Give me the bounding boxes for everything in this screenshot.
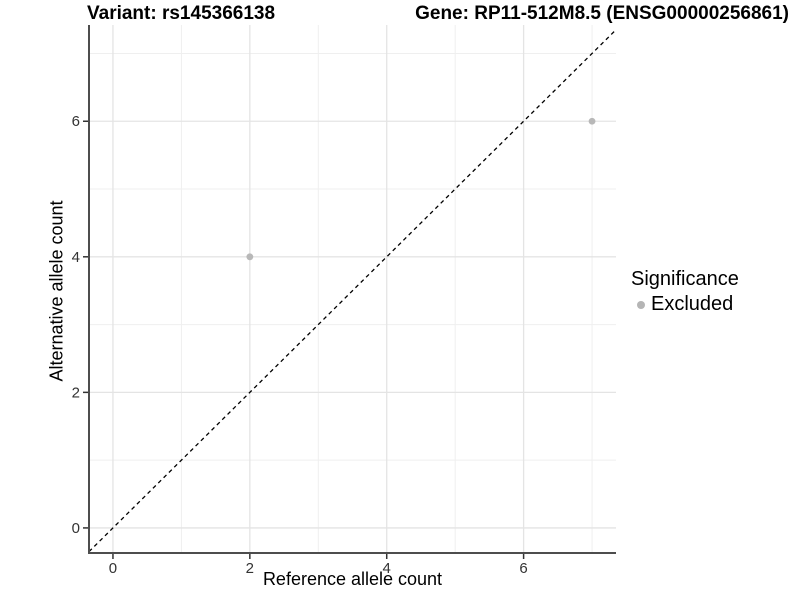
legend: Significance Excluded: [631, 268, 739, 316]
legend-title: Significance: [631, 268, 739, 290]
legend-point-icon: [637, 300, 645, 309]
y-axis-title: Alternative allele count: [46, 200, 67, 382]
x-tick-label: 6: [519, 560, 527, 577]
y-tick-label: 6: [72, 113, 80, 130]
x-tick-label: 4: [383, 560, 391, 577]
y-tick-label: 4: [72, 249, 80, 266]
y-tick-label: 0: [72, 520, 80, 537]
plot-title-variant: Variant: rs145366138: [87, 3, 276, 24]
legend-item-label: Excluded: [651, 293, 734, 315]
y-tick-label: 2: [72, 384, 80, 401]
legend-item-excluded: Excluded: [631, 293, 739, 316]
data-point: [246, 253, 254, 261]
identity-dashed-line: [88, 29, 617, 553]
x-tick-label: 0: [109, 560, 117, 577]
data-point: [588, 117, 596, 125]
x-axis-title: Reference allele count: [262, 569, 443, 589]
plot-title-gene: Gene: RP11-512M8.5 (ENSG00000256861): [415, 3, 789, 24]
x-tick-label: 2: [246, 560, 254, 577]
